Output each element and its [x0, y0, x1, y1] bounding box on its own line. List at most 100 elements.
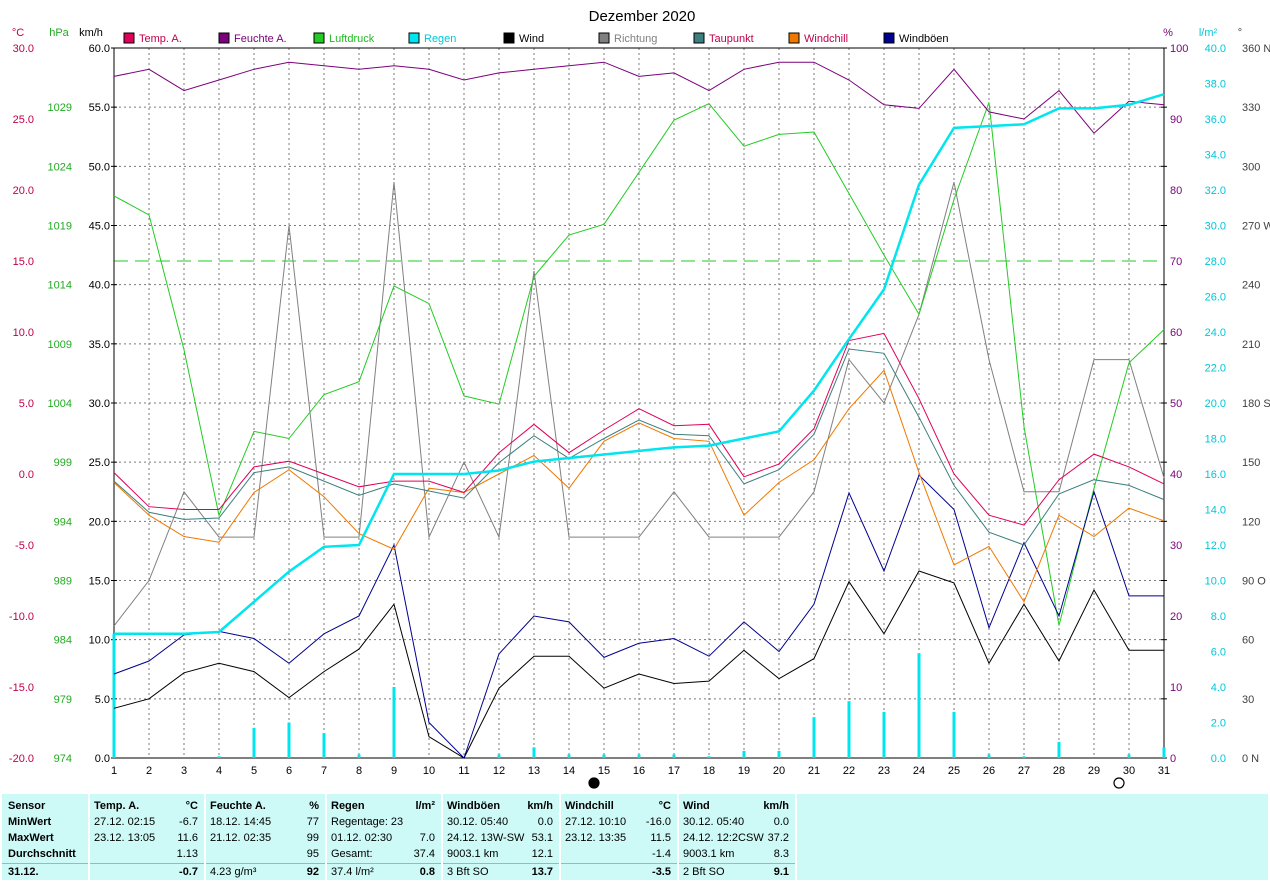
- rain-tick-label: 22.0: [1205, 363, 1226, 375]
- table-column: Windchill °C 27.12. 10:10 -16.0 23.12. 13:35…: [561, 794, 677, 880]
- x-tick-label: 7: [321, 765, 327, 777]
- column-title: Windböen: [447, 800, 501, 812]
- statistics-table: Sensor MinWert MaxWert Durchschnitt 31.1…: [0, 792, 1270, 885]
- column-unit: l/m²: [415, 800, 435, 812]
- cell-value: 13.7: [531, 866, 553, 878]
- rain-bar: [672, 754, 676, 758]
- cell-info: 24.12. 13W-SW: [447, 832, 525, 844]
- cell-value: 95: [306, 848, 319, 860]
- wind-tick-label: 0.0: [95, 753, 110, 765]
- x-tick-label: 11: [458, 765, 469, 777]
- row-label-min: MinWert: [8, 816, 52, 828]
- cell-info: Regentage: 23: [331, 816, 404, 828]
- cell-info: 4.23 g/m³: [210, 866, 257, 878]
- temp-tick-label: 30.0: [13, 43, 34, 55]
- rain-bar: [287, 722, 291, 758]
- legend-swatch: [123, 32, 135, 44]
- legend-label: Taupunkt: [709, 33, 754, 45]
- wind-tick-label: 25.0: [89, 457, 110, 469]
- pressure-tick-label: 1029: [48, 102, 72, 114]
- axis-unit-left: hPa: [49, 27, 69, 39]
- cell-value: 77: [306, 816, 319, 828]
- rain-bar: [1162, 747, 1166, 758]
- rain-bar: [217, 756, 221, 758]
- rain-bar: [322, 733, 326, 758]
- cell-value: 92: [306, 866, 319, 878]
- x-tick-label: 15: [598, 765, 610, 777]
- x-tick-label: 22: [843, 765, 855, 777]
- legend-label: Windböen: [899, 33, 949, 45]
- humidity-tick-label: 100: [1170, 43, 1188, 55]
- column-unit: °C: [185, 800, 198, 812]
- axis-unit-left: °C: [12, 27, 24, 39]
- row-label-current-date: 31.12.: [8, 866, 39, 878]
- legend-swatch: [503, 32, 515, 44]
- rain-bar: [497, 754, 501, 758]
- x-tick-label: 30: [1123, 765, 1135, 777]
- direction-tick-label: 360 N: [1242, 43, 1270, 55]
- rain-tick-label: 40.0: [1205, 43, 1226, 55]
- temp-tick-label: 10.0: [13, 327, 34, 339]
- legend-label: Temp. A.: [139, 33, 182, 45]
- cell-info: 24.12. 12:2CSW: [683, 832, 764, 844]
- new-moon-icon: [588, 777, 600, 789]
- row-label-max: MaxWert: [8, 832, 54, 844]
- x-tick-label: 3: [181, 765, 187, 777]
- wind-tick-label: 40.0: [89, 280, 110, 292]
- rain-tick-label: 14.0: [1205, 505, 1226, 517]
- column-title: Feuchte A.: [210, 800, 266, 812]
- series-lines: [113, 61, 1165, 759]
- wind-tick-label: 15.0: [89, 576, 110, 588]
- temp-tick-label: -5.0: [15, 540, 34, 552]
- full-moon-icon: [1113, 777, 1125, 789]
- cell-info: 30.12. 05:40: [683, 816, 745, 828]
- chart-title: Dezember 2020: [589, 8, 696, 25]
- rain-tick-label: 4.0: [1211, 682, 1226, 694]
- pressure-tick-label: 979: [54, 694, 72, 706]
- rain-tick-label: 2.0: [1211, 718, 1226, 730]
- humidity-tick-label: 90: [1170, 114, 1182, 126]
- rain-bar: [707, 756, 711, 758]
- x-tick-label: 31: [1158, 765, 1170, 777]
- series-line-regen: [114, 93, 1165, 636]
- direction-tick-label: 150: [1242, 457, 1260, 469]
- wind-tick-label: 50.0: [89, 161, 110, 173]
- rain-tick-label: 0.0: [1211, 753, 1226, 765]
- humidity-tick-label: 50: [1170, 398, 1182, 410]
- rain-bar: [532, 747, 536, 758]
- cell-info: 27.12. 02:15: [94, 816, 156, 828]
- rain-bar: [917, 653, 921, 758]
- legend-label: Feuchte A.: [234, 33, 287, 45]
- humidity-tick-label: 20: [1170, 611, 1182, 623]
- temp-tick-label: 25.0: [13, 114, 34, 126]
- cell-info: 30.12. 05:40: [447, 816, 509, 828]
- rain-tick-label: 28.0: [1205, 256, 1226, 268]
- humidity-tick-label: 80: [1170, 185, 1182, 197]
- table-column: Windböen km/h 30.12. 05:40 0.0 24.12. 13W-SW…: [443, 794, 559, 880]
- cell-value: 8.3: [773, 848, 789, 860]
- legend: Temp. A. Feuchte A. Luftdruck Regen Wind Rich…: [123, 32, 949, 45]
- cell-value: 53.1: [531, 832, 553, 844]
- cell-value: 0.0: [773, 816, 789, 828]
- legend-label: Luftdruck: [329, 33, 375, 45]
- rain-bar: [1057, 742, 1061, 758]
- axis-units: °C hPa km/h% l/m² °: [12, 27, 1242, 39]
- rain-bar: [357, 754, 361, 758]
- direction-tick-label: 300: [1242, 161, 1260, 173]
- column-title: Temp. A.: [94, 800, 140, 812]
- series-line-luftdruck: [113, 102, 1165, 626]
- pressure-tick-label: 994: [54, 516, 72, 528]
- x-tick-label: 17: [668, 765, 680, 777]
- cell-value: 99: [306, 832, 319, 844]
- cell-value: -6.7: [179, 816, 198, 828]
- humidity-tick-label: 10: [1170, 682, 1182, 694]
- series-line-taupunkt: [113, 348, 1165, 546]
- x-tick-label: 2: [146, 765, 152, 777]
- direction-tick-label: 270 W: [1242, 221, 1270, 233]
- table-column: Temp. A. °C 27.12. 02:15 -6.7 23.12. 13:05 11…: [90, 794, 204, 880]
- legend-swatch: [883, 32, 895, 44]
- legend-label: Windchill: [804, 33, 848, 45]
- direction-tick-label: 60: [1242, 635, 1254, 647]
- cell-value: 9.1: [773, 866, 789, 878]
- wind-tick-label: 45.0: [89, 221, 110, 233]
